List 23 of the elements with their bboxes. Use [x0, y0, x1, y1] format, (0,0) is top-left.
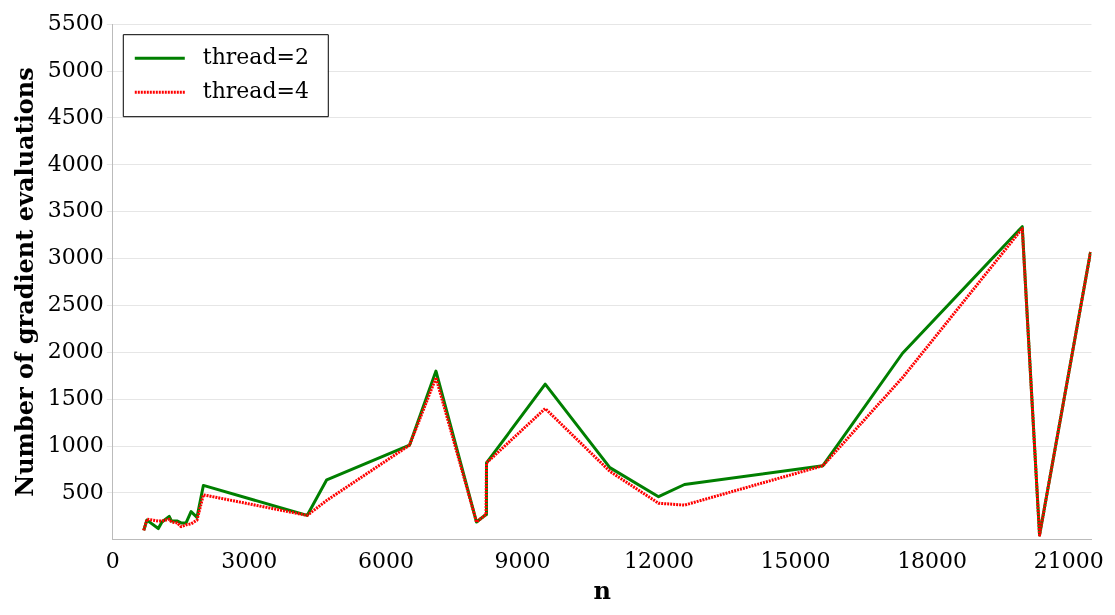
x-tick-label: 12000 — [624, 547, 695, 573]
y-tick-label: 4000 — [47, 150, 104, 176]
y-tick-label: 500 — [61, 478, 104, 504]
y-tick-label: 1000 — [47, 431, 104, 457]
y-tick-label: 3000 — [47, 244, 104, 270]
x-tick-label: 21000 — [1033, 547, 1104, 573]
y-tick-label: 3500 — [47, 197, 104, 223]
x-tick-label: 3000 — [221, 547, 278, 573]
legend-label: thread=2 — [202, 43, 309, 69]
y-axis-title: Number of gradient evaluations — [9, 67, 39, 497]
x-tick-label: 9000 — [494, 547, 551, 573]
y-tick-label: 5500 — [47, 9, 104, 35]
x-tick-label: 0 — [105, 547, 120, 573]
legend-label: thread=4 — [202, 77, 309, 103]
y-tick-label: 2000 — [47, 338, 104, 364]
x-tick-label: 6000 — [357, 547, 414, 573]
y-tick-label: 4500 — [47, 103, 104, 129]
y-tick-label: 2500 — [47, 291, 104, 317]
y-tick-label: 1500 — [47, 384, 104, 410]
x-tick-label: 18000 — [897, 547, 968, 573]
y-tick-label: 5000 — [47, 56, 104, 82]
x-tick-label: 15000 — [760, 547, 831, 573]
x-axis-title: n — [593, 575, 611, 605]
